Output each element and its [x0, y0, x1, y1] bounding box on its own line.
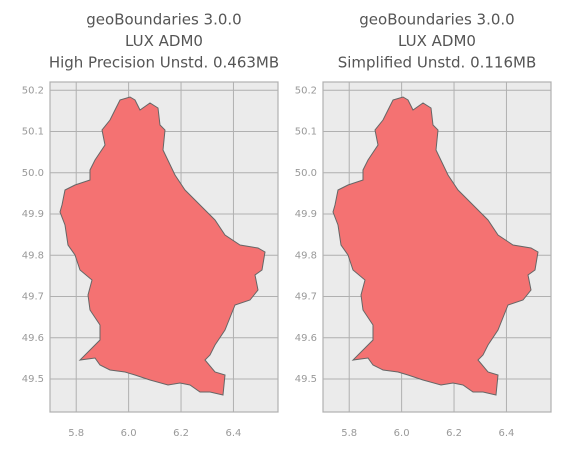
y-tick-label: 50.1 — [295, 127, 317, 138]
y-tick-label: 49.9 — [22, 209, 44, 220]
x-tick-label: 6.2 — [446, 428, 462, 439]
y-tick-label: 49.7 — [22, 292, 44, 303]
x-tick-label: 6.4 — [498, 428, 514, 439]
map-panel: geoBoundaries 3.0.0 LUX ADM0 Simplified Un… — [295, 11, 552, 439]
x-tick-label: 6.0 — [121, 428, 137, 439]
y-tick-label: 50.0 — [295, 168, 317, 179]
y-tick-label: 50.2 — [295, 85, 317, 96]
y-tick-label: 49.8 — [22, 250, 44, 261]
y-tick-label: 50.1 — [22, 127, 44, 138]
x-tick-label: 5.8 — [341, 428, 357, 439]
y-tick-label: 49.8 — [295, 250, 317, 261]
y-tick-label: 49.5 — [295, 374, 317, 385]
panel-title: geoBoundaries 3.0.0 — [86, 11, 241, 29]
y-tick-label: 50.0 — [22, 168, 44, 179]
y-tick-label: 49.9 — [295, 209, 317, 220]
panel-title: LUX ADM0 — [125, 32, 203, 50]
y-tick-label: 49.6 — [295, 333, 317, 344]
panel-title: geoBoundaries 3.0.0 — [359, 11, 514, 29]
x-tick-label: 6.2 — [173, 428, 189, 439]
panel-title: LUX ADM0 — [398, 32, 476, 50]
x-tick-label: 6.4 — [225, 428, 241, 439]
map-panel: geoBoundaries 3.0.0 LUX ADM0 High Precisio… — [22, 11, 279, 440]
x-tick-label: 6.0 — [394, 428, 410, 439]
y-tick-label: 49.6 — [22, 333, 44, 344]
panel-title: High Precision Unstd. 0.463MB — [49, 54, 279, 72]
y-tick-label: 49.7 — [295, 292, 317, 303]
x-tick-label: 5.8 — [68, 428, 84, 439]
y-tick-label: 50.2 — [22, 85, 44, 96]
panel-title: Simplified Unstd. 0.116MB — [338, 54, 537, 72]
y-tick-label: 49.5 — [22, 374, 44, 385]
